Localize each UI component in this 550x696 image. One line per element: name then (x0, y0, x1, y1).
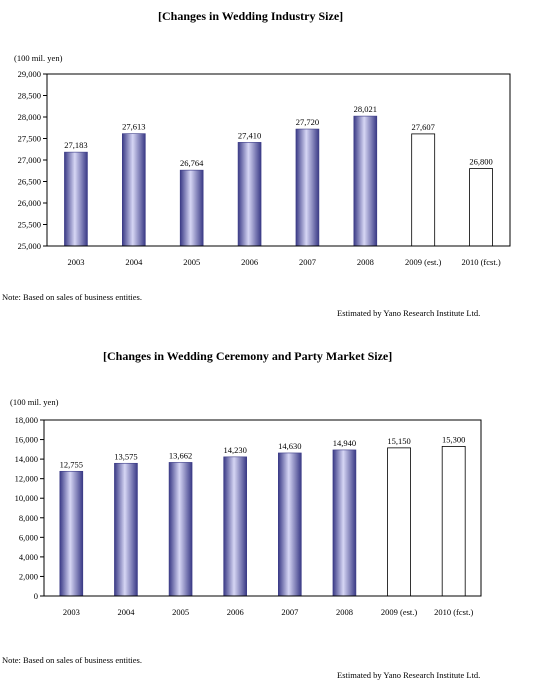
chart2-ytick-label: 8,000 (19, 513, 38, 523)
chart1-xtick-label: 2003 (67, 257, 84, 267)
chart1-ytick-label: 29,000 (18, 69, 41, 79)
chart2-ytick-label: 6,000 (19, 532, 38, 542)
chart2-data-label: 13,575 (114, 451, 137, 461)
chart1-data-label: 26,764 (180, 158, 204, 168)
chart2-ytick-label: 0 (34, 591, 38, 601)
chart1-svg: (100 mil. yen) 25,000 25,500 26,000 26,500 27… (14, 53, 511, 267)
chart2-data-label: 13,662 (169, 450, 192, 460)
chart2-data-label: 12,755 (60, 459, 83, 469)
chart1-xtick-label: 2009 (est.) (405, 257, 442, 267)
chart1-title: [Changes in Wedding Industry Size] (158, 9, 344, 23)
chart1-data-label: 27,607 (412, 122, 435, 132)
chart2-ylabel: (100 mil. yen) (10, 397, 59, 407)
chart1-note: Note: Based on sales of business entitie… (2, 292, 142, 302)
chart2-data-label: 14,940 (333, 438, 356, 448)
chart2-ytick-label: 16,000 (15, 435, 38, 445)
chart2-bar (441, 445, 466, 597)
chart2-xtick-label: 2010 (fcst.) (434, 607, 473, 617)
chart2-ytick-label: 14,000 (15, 454, 38, 464)
chart2-bar (168, 462, 193, 597)
chart1-xtick-label: 2006 (241, 257, 258, 267)
chart1-ytick-label: 26,500 (18, 177, 41, 187)
chart1-xtick-label: 2008 (357, 257, 374, 267)
chart2-source: Estimated by Yano Research Institute Ltd… (337, 670, 481, 680)
chart2-ytick-label: 4,000 (19, 552, 38, 562)
chart2-data-label: 14,230 (224, 445, 247, 455)
chart2-xtick-label: 2004 (117, 607, 135, 617)
chart1-data-label: 27,183 (64, 140, 87, 150)
chart1-ytick-label: 26,000 (18, 198, 41, 208)
chart2-data-label: 15,300 (442, 434, 465, 444)
chart2-data-label: 15,150 (387, 436, 410, 446)
chart2-xtick-label: 2006 (227, 607, 244, 617)
chart2-bar (278, 452, 302, 597)
chart1-data-label: 27,720 (296, 117, 319, 127)
chart2-xtick-label: 2005 (172, 607, 189, 617)
chart2-bar (387, 447, 411, 597)
chart1-xtick-label: 2007 (299, 257, 316, 267)
chart2-ytick-label: 12,000 (15, 474, 38, 484)
chart1-xtick-label: 2010 (fcst.) (461, 257, 500, 267)
chart1-data-label: 27,613 (122, 122, 145, 132)
chart1-data-label: 27,410 (238, 130, 261, 140)
chart2-bar (59, 470, 84, 597)
chart2-xtick-label: 2003 (63, 607, 80, 617)
chart2-xtick-label: 2008 (336, 607, 353, 617)
chart1-data-label: 28,021 (354, 104, 377, 114)
chart1-ytick-label: 27,500 (18, 134, 41, 144)
chart2-data-label: 14,630 (278, 441, 301, 451)
chart1-ytick-label: 28,500 (18, 91, 41, 101)
chart2-ytick-label: 10,000 (15, 493, 38, 503)
chart2-note: Note: Based on sales of business entitie… (2, 655, 142, 665)
chart2-xtick-label: 2007 (281, 607, 298, 617)
chart1-ytick-label: 27,000 (18, 155, 41, 165)
chart1-plot-frame (46, 73, 511, 247)
chart2-bar (114, 462, 138, 597)
chart1-ytick-label: 28,000 (18, 112, 41, 122)
chart1-ylabel: (100 mil. yen) (14, 53, 63, 63)
chart1-source: Estimated by Yano Research Institute Ltd… (337, 308, 481, 318)
chart2-bar (223, 456, 247, 597)
chart2-bar (332, 449, 357, 597)
chart1-ytick-label: 25,500 (18, 220, 41, 230)
chart1-xtick-label: 2004 (125, 257, 143, 267)
chart2-ytick-label: 18,000 (15, 415, 38, 425)
chart1-ytick-label: 25,000 (18, 241, 41, 251)
chart2-plot-frame (43, 419, 482, 597)
chart1-xtick-label: 2005 (183, 257, 200, 267)
chart2-xtick-label: 2009 (est.) (381, 607, 418, 617)
chart2-title: [Changes in Wedding Ceremony and Party M… (103, 349, 393, 363)
chart2-ytick-label: 2,000 (19, 571, 38, 581)
chart1-data-label: 26,800 (469, 157, 492, 167)
